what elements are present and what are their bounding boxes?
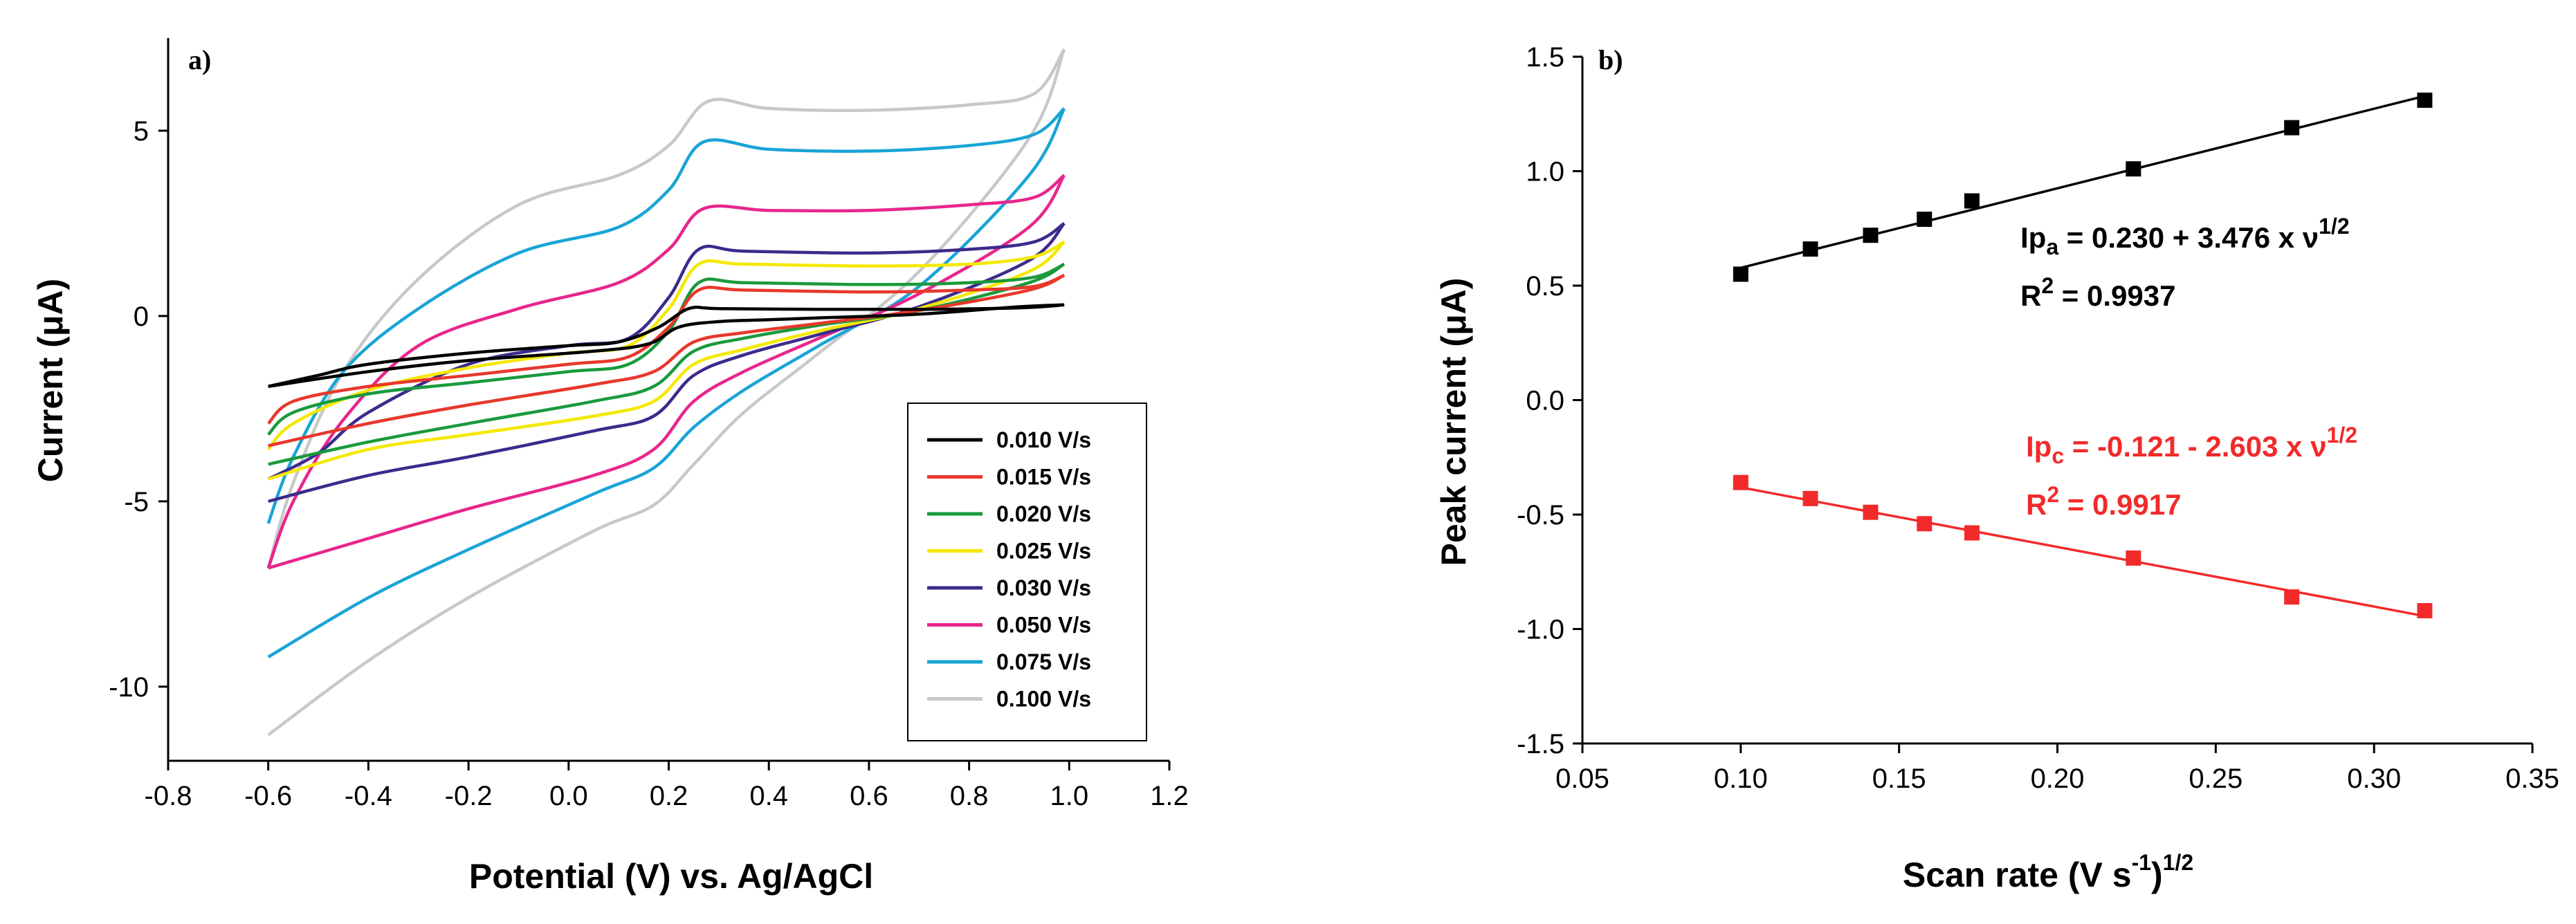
cv-tick-labels: -0.8 -0.6 -0.4 -0.2 0.0 0.2 0.4 0.6 0.8 1.0 1.2 -10… [109, 116, 1189, 811]
cv-x-axis-title: Potential (V) vs. Ag/AgCl [469, 857, 873, 896]
peak-points [1733, 92, 2433, 619]
y-tick-label: 1.0 [1526, 157, 1564, 187]
cv-reverse-scan [268, 240, 1066, 481]
cv-axes [158, 38, 1171, 770]
cv-series-0025 [266, 240, 1066, 481]
peak-axes [1573, 55, 2534, 753]
x-tick-label: 0.25 [2189, 764, 2242, 794]
peak-tick-labels: 0.05 0.10 0.15 0.20 0.25 0.30 0.35 -1.5 -1.0 -0.5… [1517, 42, 2559, 794]
legend-items: 0.010 V/s 0.015 V/s 0.020 V/s 0.025 V/s 0.03… [927, 427, 1091, 712]
legend-label: 0.015 V/s [996, 465, 1091, 490]
x-tick-label: 0.0 [549, 781, 588, 811]
y-tick-label: 0 [134, 302, 149, 332]
data-point-ipc [2126, 550, 2141, 566]
legend-frame [907, 403, 1147, 741]
legend-label: 0.020 V/s [996, 501, 1091, 526]
legend-label: 0.050 V/s [996, 613, 1091, 638]
y-tick-label: 0.5 [1526, 271, 1564, 302]
data-point-ipa [1964, 193, 1980, 209]
x-tick-label: 0.10 [1714, 764, 1768, 794]
legend-label: 0.075 V/s [996, 649, 1091, 674]
data-point-ipa [2284, 120, 2300, 136]
data-point-ipc [1733, 474, 1748, 490]
anodic-equation: Ipa = 0.230 + 3.476 x ν1/2 [2020, 214, 2350, 259]
y-tick-label: 5 [134, 116, 149, 147]
cv-forward-scan [266, 107, 1066, 524]
cv-forward-scan [266, 174, 1066, 569]
cv-reverse-scan [268, 222, 1066, 503]
data-point-ipa [1802, 241, 1818, 257]
legend-label: 0.010 V/s [996, 427, 1091, 452]
x-tick-label: -0.4 [345, 781, 392, 811]
x-tick-label: 0.4 [749, 781, 788, 811]
y-tick-label: -0.5 [1517, 500, 1564, 530]
cv-series-0010 [268, 303, 1065, 388]
y-tick-label: -5 [124, 487, 149, 517]
cathodic-equation: Ipc = -0.121 - 2.603 x ν1/2 [2026, 423, 2357, 468]
y-tick-label: 1.5 [1526, 42, 1564, 73]
cv-forward-scan [267, 273, 1065, 425]
cv-forward-scan [267, 221, 1066, 481]
panel-label-a: a) [188, 44, 211, 75]
fit-line-ipc [1740, 486, 2425, 618]
panel-label-b: b) [1598, 44, 1623, 75]
peak-x-axis-title: Scan rate (V s-1)1/2 [1903, 850, 2193, 894]
cv-reverse-scan [267, 48, 1066, 737]
cathodic-r2: R2 = 0.9917 [2026, 482, 2181, 521]
x-tick-label: 0.30 [2347, 764, 2401, 794]
peak-y-axis-title: Peak current (μA) [1434, 278, 1473, 566]
data-point-ipa [1733, 266, 1748, 282]
cv-legend: 0.010 V/s 0.015 V/s 0.020 V/s 0.025 V/s 0.03… [907, 403, 1147, 741]
cv-curves [266, 48, 1066, 737]
cv-series-0075 [266, 107, 1066, 658]
data-point-ipc [1917, 516, 1933, 532]
peak-fit-lines [1740, 95, 2425, 618]
fit-line-ipa [1740, 95, 2425, 270]
x-tick-label: 0.20 [2031, 764, 2085, 794]
data-point-ipc [1802, 490, 1818, 506]
cv-chart-panel: a) -0.8 -0.6 -0.4 -0.2 0.0 0.2 0.4 0.6 0.8 1.0 1.2… [31, 38, 1189, 896]
data-point-ipc [2284, 589, 2300, 605]
y-tick-label: 0.0 [1526, 386, 1564, 416]
legend-label: 0.025 V/s [996, 539, 1091, 564]
data-point-ipc [1964, 525, 1980, 541]
cv-forward-scan [266, 240, 1066, 451]
x-tick-label: 0.6 [850, 781, 888, 811]
data-point-ipc [1863, 504, 1879, 520]
x-tick-label: 0.15 [1872, 764, 1926, 794]
legend-label: 0.100 V/s [996, 687, 1091, 712]
cv-reverse-scan [267, 107, 1066, 658]
data-point-ipc [2417, 603, 2433, 619]
x-tick-label: 0.35 [2505, 764, 2559, 794]
x-tick-label: -0.8 [145, 781, 192, 811]
peak-current-panel: b) 0.05 0.10 0.15 0.20 0.25 0.30 0.35 -1.5 -1.0 -… [1434, 42, 2559, 894]
cv-series-0030 [267, 221, 1066, 503]
data-point-ipa [1917, 212, 1933, 228]
x-tick-label: 0.05 [1555, 764, 1609, 794]
cv-reverse-scan [268, 174, 1066, 570]
x-tick-label: -0.2 [445, 781, 493, 811]
cv-forward-scan [268, 303, 1065, 388]
x-tick-label: 1.0 [1050, 781, 1088, 811]
cv-y-axis-title: Current (μA) [31, 279, 70, 482]
x-tick-label: 1.2 [1150, 781, 1189, 811]
y-tick-label: -1.5 [1517, 729, 1564, 759]
data-point-ipa [2126, 161, 2141, 177]
x-tick-label: -0.6 [244, 781, 292, 811]
x-tick-label: 0.8 [950, 781, 989, 811]
y-tick-label: -1.0 [1517, 615, 1564, 645]
cv-series-0050 [266, 174, 1066, 570]
cv-reverse-scan [268, 303, 1065, 388]
data-point-ipa [1863, 228, 1879, 243]
legend-label: 0.030 V/s [996, 575, 1091, 600]
data-point-ipa [2417, 92, 2433, 108]
y-tick-label: -10 [109, 672, 149, 703]
x-tick-label: 0.2 [650, 781, 688, 811]
anodic-r2: R2 = 0.9937 [2020, 273, 2175, 312]
